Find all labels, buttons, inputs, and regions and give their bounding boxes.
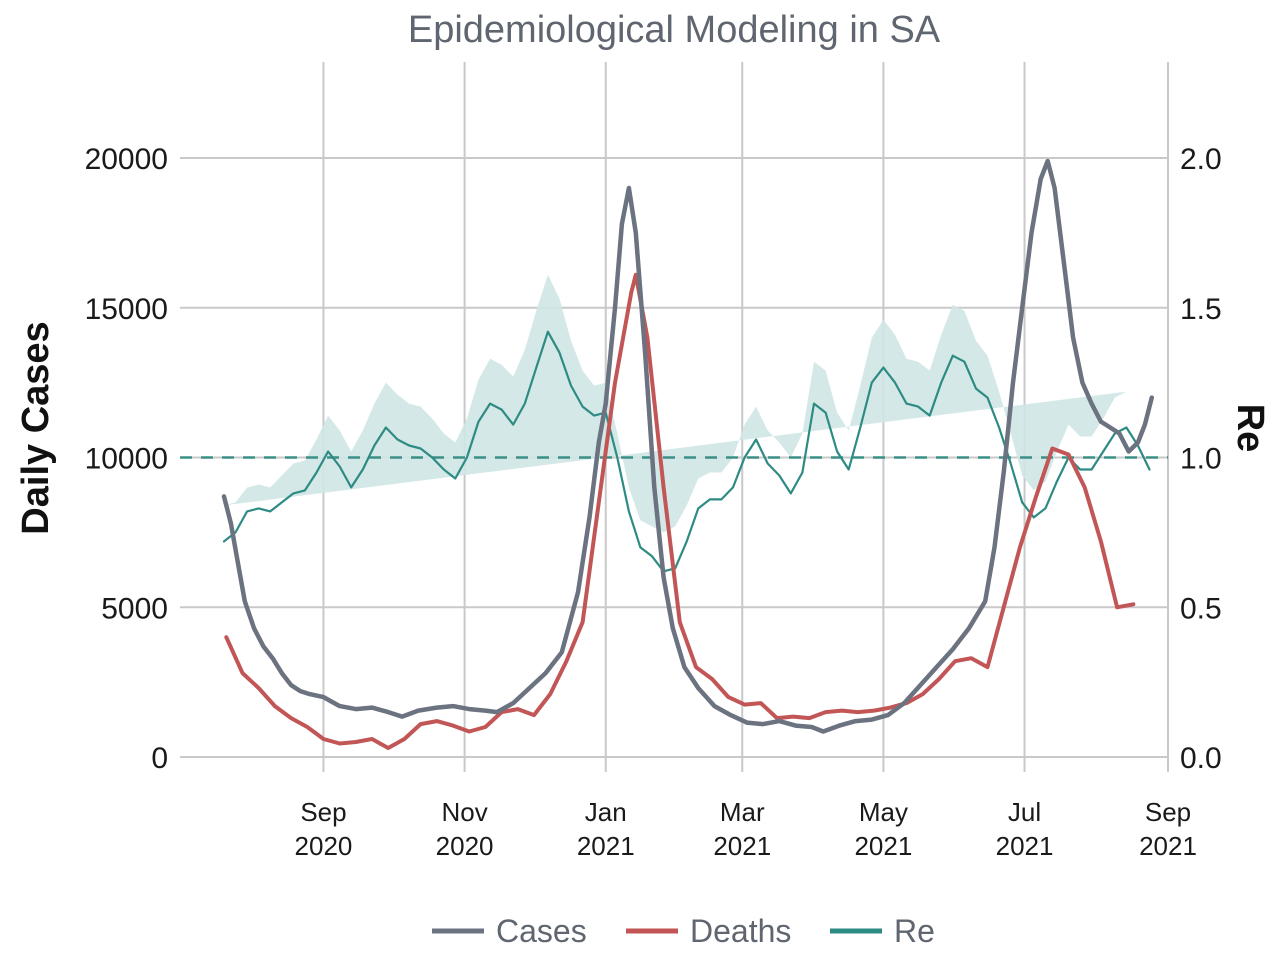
legend-item-cases: Cases xyxy=(432,913,587,949)
x-tick: Jul 2021 xyxy=(996,797,1054,861)
series-line-re xyxy=(222,330,1151,573)
y-axis-label-right: Re xyxy=(1229,404,1271,453)
x-tick-year: 2021 xyxy=(854,831,912,861)
y-ticks-right: 0.0 0.5 1.0 1.5 2.0 xyxy=(1180,143,1222,775)
y-tick-label-left: 5000 xyxy=(101,592,168,625)
legend-label: Re xyxy=(894,913,935,949)
x-tick-month: Mar xyxy=(720,797,765,827)
x-tick: Mar 2021 xyxy=(713,797,771,861)
x-tick: Sep 2020 xyxy=(295,797,353,861)
x-tick-year: 2021 xyxy=(996,831,1054,861)
x-tick-year: 2020 xyxy=(436,831,494,861)
x-tick-month: Nov xyxy=(441,797,487,827)
chart-title: Epidemiological Modeling in SA xyxy=(408,9,941,51)
y-tick-label-right: 1.5 xyxy=(1180,293,1222,326)
y-tick-label-right: 0.0 xyxy=(1180,742,1222,775)
y-tick-label-right: 0.5 xyxy=(1180,592,1222,625)
legend-item-deaths: Deaths xyxy=(626,913,791,949)
y-tick-label-left: 0 xyxy=(151,742,168,775)
y-axis-label-left: Daily Cases xyxy=(15,321,57,534)
x-tick: Nov 2020 xyxy=(436,797,494,861)
y-ticks-left: 0 5000 10000 15000 20000 xyxy=(85,143,168,775)
x-tick: May 2021 xyxy=(854,797,912,861)
y-tick-label-left: 10000 xyxy=(85,443,168,476)
x-tick: Sep 2021 xyxy=(1139,797,1197,861)
legend-label: Deaths xyxy=(690,913,791,949)
x-tick-year: 2021 xyxy=(577,831,635,861)
x-tick: Jan 2021 xyxy=(577,797,635,861)
legend-label: Cases xyxy=(496,913,587,949)
re-band-layer xyxy=(224,274,1127,533)
legend-item-re: Re xyxy=(830,913,935,949)
x-ticks: Sep 2020 Nov 2020 Jan 2021 Mar 2021 May 2021 Jul 20… xyxy=(295,797,1197,861)
x-tick-year: 2021 xyxy=(1139,831,1197,861)
y-tick-label-left: 15000 xyxy=(85,293,168,326)
y-tick-label-right: 2.0 xyxy=(1180,143,1222,176)
legend: Cases Deaths Re xyxy=(432,913,935,949)
x-tick-year: 2021 xyxy=(713,831,771,861)
x-tick-month: Sep xyxy=(300,797,346,827)
x-tick-month: Jul xyxy=(1008,797,1041,827)
x-tick-month: May xyxy=(859,797,908,827)
x-tick-month: Jan xyxy=(585,797,627,827)
x-tick-year: 2020 xyxy=(295,831,353,861)
series-line-cases xyxy=(221,158,1155,734)
series-layer xyxy=(221,158,1155,750)
series-line-deaths xyxy=(224,272,1136,750)
y-tick-label-right: 1.0 xyxy=(1180,443,1222,476)
y-tick-label-left: 20000 xyxy=(85,143,168,176)
re-confidence-band xyxy=(224,274,1127,533)
x-tick-month: Sep xyxy=(1145,797,1191,827)
